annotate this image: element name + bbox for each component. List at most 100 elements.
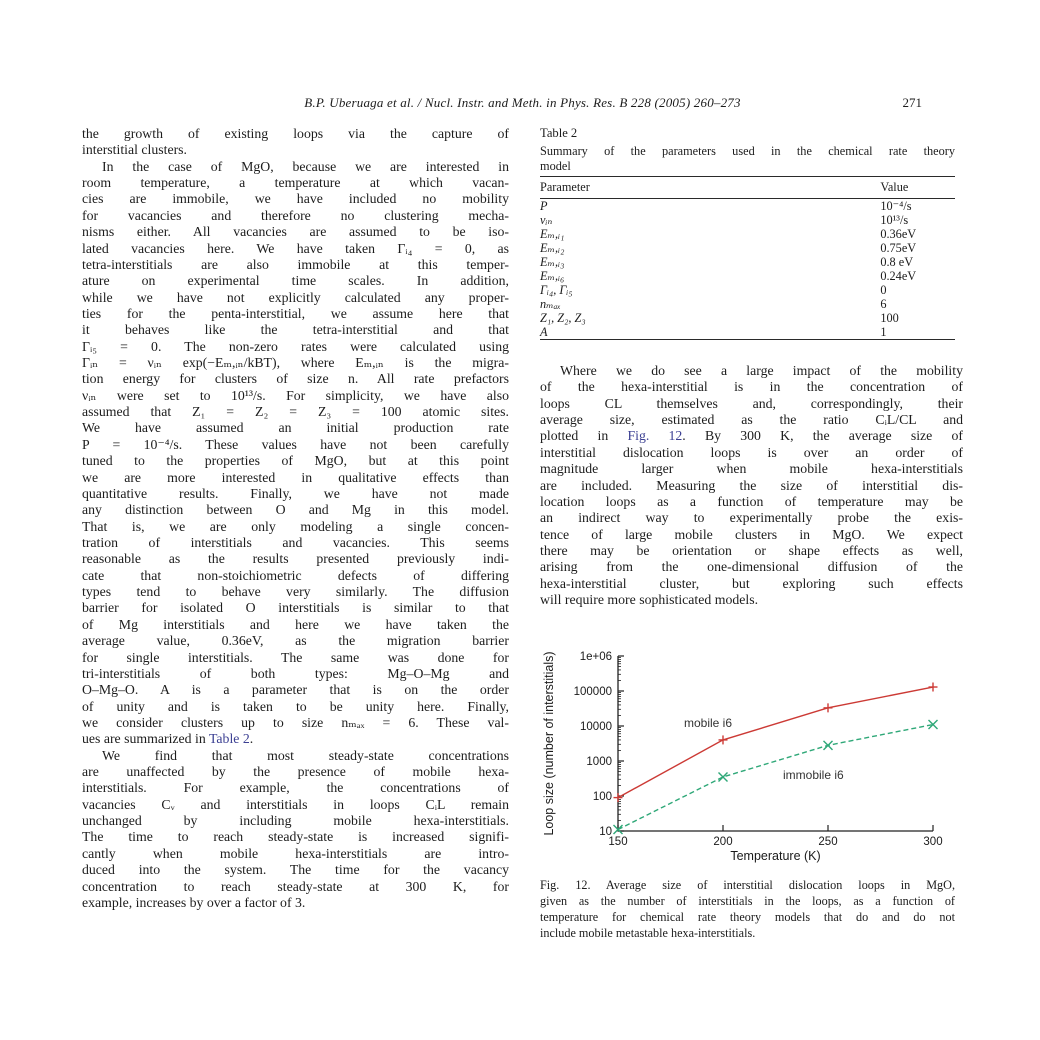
text-line: will require more sophisticated models. [540,592,759,608]
text-line: any distinction between O and Mg in this… [82,502,509,518]
cross-reference-link[interactable]: Fig. 12 [627,428,683,444]
text-line: magnitude larger when mobile hexa-inters… [540,461,963,477]
text-line: interstitials. For example, the concentr… [82,780,509,796]
text-line: ties for the penta-interstitial, we assu… [82,305,509,321]
param-name: Eₘ,ᵢ₃ [540,255,565,269]
param-name: Eₘ,ᵢ₂ [540,241,565,255]
parameters-table: Parameter Value P 10⁻⁴/s νᵢₙ 10¹³/s Eₘ,ᵢ₁ 0.3… [540,176,955,340]
text-line: it behaves like the tetra-interstitial a… [82,322,509,338]
text-line: are included. Measuring the size of inte… [540,477,963,493]
table-label: Table 2 [540,126,578,140]
column-header-parameter: Parameter [540,176,881,199]
cross-marker [613,824,623,835]
loop-size-vs-temperature-plot: 10 100 1000 10000 100000 1e+06 150 200 250 300 Tem… [542,651,943,863]
text-line: That is, we are only modeling a single c… [82,518,509,534]
text-line: there may be orientation or shape effect… [540,542,963,558]
table-row: Eₘ,ᵢ₆ 0.24eV [540,269,955,283]
param-value: 0.8 eV [880,255,914,269]
text-line: of Mg interstitials and here we have tak… [82,616,509,632]
text-line: P = 10⁻⁴/s. These values have not been c… [82,436,509,452]
paragraph: the growth of existing loops via the cap… [82,126,509,159]
text-line: We find that most steady-state concentra… [102,747,509,763]
column-header-value: Value [880,176,955,199]
text-line: of unity and is taken to be unity here. … [82,698,509,714]
y-tick-label: 10 [599,826,612,838]
left-column: the growth of existing loops via the cap… [82,126,509,911]
cross-marker [718,771,728,782]
text-line: model [540,158,571,173]
param-value: 10⁻⁴/s [880,199,912,213]
text-line: for single interstitials. The same was d… [82,649,509,665]
right-column: Where we do see a large impact of the mo… [540,363,963,608]
y-tick-label: 100 [593,791,612,803]
text-line: are unaffected by the presence of mobile… [82,764,509,780]
cross-marker [928,719,938,730]
text-line: interstitial dislocation loops is over a… [540,444,963,460]
text-line: tence of large mobile clusters in MgO. W… [540,526,963,542]
y-tick-label: 1000 [586,756,612,768]
x-tick-label: 200 [713,836,732,848]
table-row: Eₘ,ᵢ₁ 0.36eV [540,227,955,241]
figure-caption: Fig. 12. Average size of interstitial di… [540,878,955,942]
param-value: 10¹³/s [880,213,909,227]
param-value: 0.36eV [880,227,917,241]
text-line: an indirect way to experimentally probe … [540,510,963,526]
cross-reference-link[interactable]: Table 2 [208,731,250,747]
text-line: assumed that Z₁ = Z₂ = Z₃ = 100 atomic s… [82,404,509,420]
text-line: of the hexa-interstitial is in the conce… [540,379,963,395]
text-line: location loops as a function of temperat… [540,493,963,509]
param-name: nₘₐₓ [540,297,561,311]
text-line: cate that non-stoichiometric defects of … [82,567,509,583]
text-line: hexa-interstitial cluster, but exploring… [540,575,963,591]
text-line: Summary of the parameters used in the ch… [540,144,955,158]
param-value: 100 [880,311,899,325]
text-line: include mobile metastable hexa-interstit… [540,925,756,940]
paragraph: In the case of MgO, because we are inter… [82,159,509,748]
text-line: reasonable as the results presented prev… [82,551,509,567]
text-line: average size, estimated as the ratio CᵢL… [540,412,963,428]
text-line: Γᵢₙ = νᵢₙ exp(−Eₘ,ᵢₙ/kBT), where Eₘ,ᵢₙ i… [82,355,509,371]
param-value: 0 [880,283,887,297]
figure-12-chart: 10 100 1000 10000 100000 1e+06 150 200 250 300 Tem… [540,643,960,875]
text-line: types tend to behave very similarly. The… [82,584,509,600]
text-line: arising from the one-dimensional diffusi… [540,559,963,575]
paragraph: We find that most steady-state concentra… [82,748,509,912]
text-line: Fig. 12. Average size of interstitial di… [540,878,955,892]
axes [617,656,933,832]
text-line: the growth of existing loops via the cap… [82,126,509,141]
text-line: temperature for chemical rate theory mod… [540,909,955,924]
y-tick-label: 10000 [580,721,612,733]
series-label: mobile i6 [684,716,732,730]
text-line: cantly when mobile hexa-interstitials ar… [82,845,509,861]
text-line: We have assumed an initial production ra… [82,420,509,436]
x-tick-label: 300 [923,836,942,848]
table-row: nₘₐₓ 6 [540,297,955,311]
text-line: The time to reach steady-state is increa… [82,829,509,845]
series-line-mobile-i6 [617,686,934,799]
text-line: barrier for isolated O interstitials is … [82,600,509,616]
cross-marker [823,740,833,751]
text-line: while we have not explicitly calculated … [82,289,509,305]
x-tick-label: 150 [608,836,627,848]
param-name: Γᵢ₄, Γᵢ₅ [540,283,573,297]
table-row: Eₘ,ᵢ₂ 0.75eV [540,241,955,255]
text-line: plotted in Fig. 12. By 300 K, the averag… [540,428,963,444]
series-label: immobile i6 [783,768,844,782]
y-tick-label: 100000 [574,686,612,698]
table-row: νᵢₙ 10¹³/s [540,213,955,227]
text-line: loops CL themselves and, correspondingly… [540,395,963,411]
text-line: tri-interstitials of both types: Mg–O–Mg… [82,665,509,681]
text-line: unchanged by including mobile hexa-inter… [82,813,509,829]
table2-rows: P 10⁻⁴/s νᵢₙ 10¹³/s Eₘ,ᵢ₁ 0.36eV Eₘ,ᵢ₂ 0.75eV Eₘ… [540,199,955,340]
text-line: nisms either. All vacancies are assumed … [82,224,509,240]
text-line: In the case of MgO, because we are inter… [102,158,509,174]
text-line: duced into the system. The time for the … [82,862,509,878]
param-name: Z₁, Z₂, Z₃ [540,311,586,325]
param-name: A [540,325,881,340]
text-line: Γᵢ₅ = 0. The non-zero rates were calcula… [82,338,509,354]
text-line: we consider clusters up to size nₘₐₓ = 6… [82,714,509,730]
text-line: vacancies Cᵥ and interstitials in loops … [82,796,509,812]
table-row: Γᵢ₄, Γᵢ₅ 0 [540,283,955,297]
text-line: tration of interstitials and vacancies. … [82,534,509,550]
